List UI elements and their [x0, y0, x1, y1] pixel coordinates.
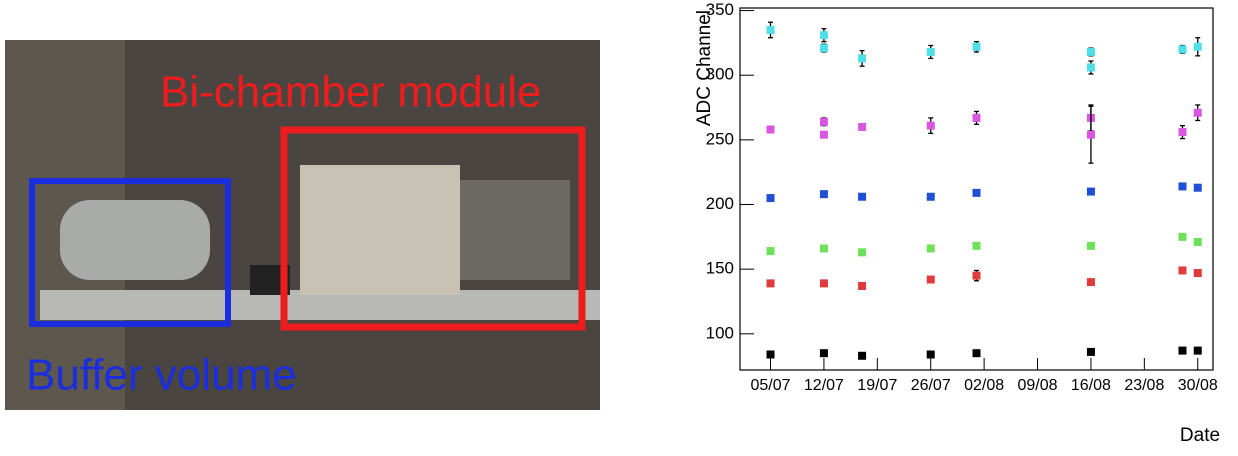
buffer-box [29, 178, 231, 327]
x-tick-label: 05/07 [750, 377, 790, 394]
point [1178, 45, 1187, 54]
point [926, 192, 935, 201]
photo-label: Buffer volume [26, 351, 297, 400]
point [1193, 108, 1202, 117]
point [766, 247, 775, 256]
photo-label: Bi-chamber module [160, 68, 542, 117]
point [766, 350, 775, 359]
x-tick-label: 16/08 [1071, 377, 1111, 394]
chamber-box [280, 126, 586, 331]
photo-chamber [300, 165, 460, 295]
y-tick-label: 100 [706, 323, 734, 342]
point [819, 117, 828, 126]
point [819, 244, 828, 253]
x-tick-label: 02/08 [964, 377, 1004, 394]
y-tick-label: 150 [706, 259, 734, 278]
x-tick-label: 09/08 [1018, 377, 1058, 394]
point [1086, 187, 1095, 196]
point [1086, 241, 1095, 250]
point [819, 130, 828, 139]
x-tick-label: 19/07 [857, 377, 897, 394]
point [972, 42, 981, 51]
y-tick-label: 350 [706, 0, 734, 19]
point [1193, 346, 1202, 355]
point [819, 279, 828, 288]
point [858, 281, 867, 290]
point [926, 47, 935, 56]
point [819, 349, 828, 358]
point [858, 248, 867, 257]
point [972, 349, 981, 358]
point [926, 244, 935, 253]
point [1086, 347, 1095, 356]
point [766, 125, 775, 134]
x-tick-label: 12/07 [804, 377, 844, 394]
point [1193, 269, 1202, 278]
point [766, 279, 775, 288]
point [1178, 266, 1187, 275]
point [858, 351, 867, 360]
x-tick-label: 26/07 [911, 377, 951, 394]
point [766, 194, 775, 203]
point [1086, 63, 1095, 72]
point [1193, 183, 1202, 192]
point [1086, 278, 1095, 287]
point [766, 25, 775, 34]
point [926, 275, 935, 284]
point [819, 44, 828, 53]
x-tick-label: 30/08 [1178, 377, 1218, 394]
plot-frame [739, 7, 1214, 371]
photo: Bi-chamber module Buffer volume [5, 40, 600, 410]
point [1178, 346, 1187, 355]
point [926, 121, 935, 130]
point [1193, 42, 1202, 51]
point [972, 241, 981, 250]
x-axis-label: Date [1180, 425, 1220, 446]
point [1178, 128, 1187, 137]
point [972, 271, 981, 280]
point [1193, 238, 1202, 247]
y-tick-label: 300 [706, 65, 734, 84]
photo-equipment [460, 180, 570, 280]
point [1086, 130, 1095, 139]
chart: Date ADC Channel 100 150 200 250 300 350 05/07… [694, 0, 1220, 446]
y-tick-label: 250 [706, 129, 734, 148]
photo-cylinder [60, 200, 210, 280]
y-tick-label: 200 [706, 194, 734, 213]
point [926, 350, 935, 359]
point [819, 31, 828, 40]
point [1178, 182, 1187, 191]
y-axis-label: ADC Channel [694, 10, 715, 126]
x-tick-label: 23/08 [1124, 377, 1164, 394]
point [972, 188, 981, 197]
point [858, 54, 867, 63]
point [972, 113, 981, 122]
point [1086, 47, 1095, 56]
point [858, 122, 867, 131]
point [1178, 232, 1187, 241]
point [819, 190, 828, 199]
point [858, 192, 867, 201]
